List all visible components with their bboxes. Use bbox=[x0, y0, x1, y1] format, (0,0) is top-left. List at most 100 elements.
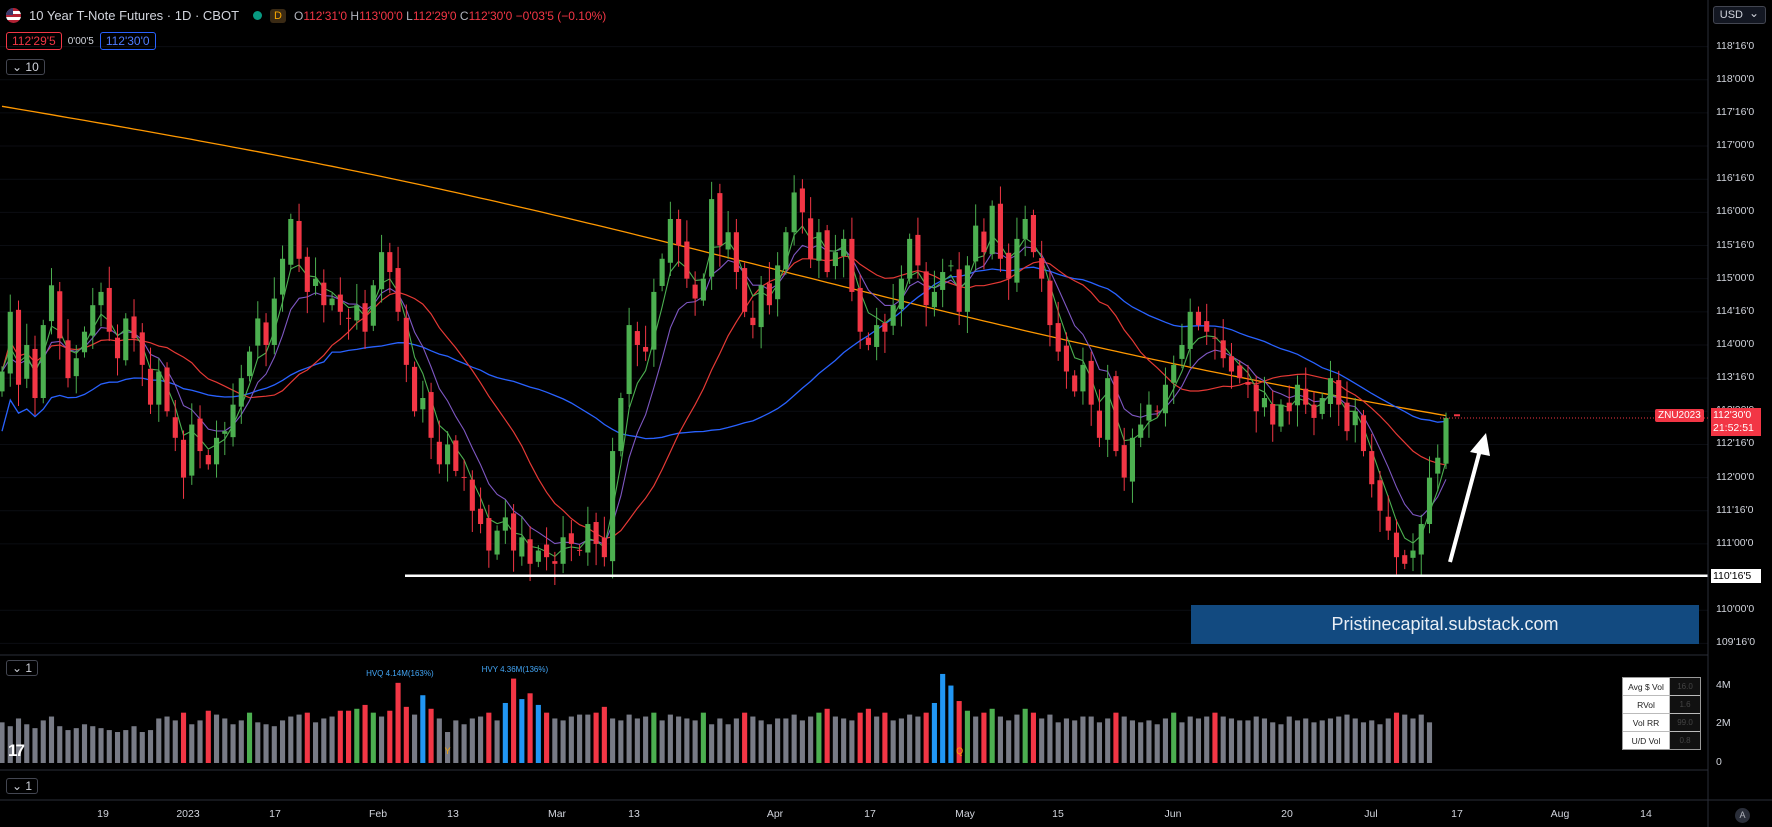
volume-bar bbox=[403, 706, 409, 763]
candle-body bbox=[403, 317, 409, 365]
interval-badge: D bbox=[270, 8, 286, 23]
candle-body bbox=[24, 344, 30, 379]
candle-body bbox=[321, 282, 327, 306]
volume-bar bbox=[758, 720, 764, 763]
price-axis-label: 114'16'0 bbox=[1716, 304, 1755, 317]
volume-bar bbox=[453, 720, 459, 763]
volume-bar bbox=[676, 716, 682, 763]
volume-bar bbox=[915, 716, 921, 763]
volume-bar bbox=[1212, 712, 1218, 763]
buy-button[interactable]: 112'30'0 bbox=[99, 32, 156, 50]
time-axis-label: Aug bbox=[1550, 808, 1570, 820]
candle-body bbox=[222, 431, 228, 434]
price-axis-label: 115'16'0 bbox=[1716, 238, 1755, 251]
volume-bar bbox=[1204, 716, 1210, 763]
ema-10-line bbox=[1, 244, 1447, 546]
volume-bar bbox=[684, 718, 690, 763]
candle-body bbox=[791, 192, 797, 233]
volume-bar bbox=[1402, 714, 1408, 763]
volume-bar bbox=[24, 724, 30, 763]
volume-bar bbox=[40, 720, 46, 763]
volume-bar bbox=[874, 716, 880, 763]
candle-body bbox=[65, 340, 71, 379]
candle-body bbox=[453, 440, 459, 471]
candle-body bbox=[255, 318, 261, 346]
candle-body bbox=[585, 524, 591, 553]
candle-body bbox=[1105, 378, 1111, 440]
volume-bar bbox=[907, 714, 913, 763]
time-axis-label: 20 bbox=[1281, 808, 1293, 820]
trend-arrow-icon bbox=[1448, 433, 1490, 563]
candle-body bbox=[527, 539, 533, 564]
candle-body bbox=[948, 265, 954, 267]
candle-body bbox=[849, 238, 855, 292]
chevron-down-icon: ⌄ bbox=[12, 779, 23, 793]
volume-bar bbox=[0, 722, 5, 763]
candle-body bbox=[164, 367, 170, 412]
volume-bar bbox=[230, 724, 236, 763]
volume-bar bbox=[775, 718, 781, 763]
candle-body bbox=[766, 283, 772, 306]
sma-200-line bbox=[1, 105, 1447, 417]
candle-body bbox=[535, 550, 541, 562]
currency-select[interactable]: USD bbox=[1712, 6, 1766, 24]
candle-body bbox=[824, 230, 830, 273]
volume-bar bbox=[1047, 714, 1053, 763]
volume-bar bbox=[733, 718, 739, 763]
volume-axis-label: 0 bbox=[1716, 756, 1722, 768]
candle-body bbox=[114, 337, 121, 359]
candle-body bbox=[816, 232, 822, 261]
candle-body bbox=[1278, 404, 1284, 427]
symbol-title[interactable]: 10 Year T-Note Futures · 1D · CBOT bbox=[29, 8, 240, 23]
volume-bar bbox=[610, 718, 616, 763]
candle-body bbox=[725, 232, 731, 250]
volume-bar bbox=[1360, 722, 1367, 763]
watermark-banner: Pristinecapital.substack.com bbox=[1191, 605, 1699, 644]
sell-button[interactable]: 112'29'5 bbox=[6, 32, 62, 50]
volume-bar bbox=[742, 712, 748, 763]
volume-bar bbox=[1352, 718, 1358, 763]
candle-body bbox=[742, 268, 748, 312]
candle-body bbox=[1385, 516, 1391, 531]
volume-bar bbox=[783, 718, 789, 763]
volume-bar bbox=[1369, 720, 1375, 763]
volume-bar bbox=[139, 732, 145, 763]
change-value: −0'03'5 (−0.10%) bbox=[515, 8, 607, 23]
current-price-tag: 112'30'0 21:52:51 bbox=[1711, 408, 1761, 436]
indicators-toggle-main[interactable]: ⌄ 10 bbox=[6, 59, 45, 75]
volume-bar bbox=[81, 724, 88, 763]
candle-body bbox=[643, 346, 649, 352]
volume-bar bbox=[1014, 714, 1020, 763]
volume-bar bbox=[65, 730, 71, 763]
candle-body bbox=[189, 424, 195, 476]
volume-bar bbox=[461, 724, 467, 763]
volume-bar bbox=[717, 718, 723, 763]
tradingview-logo-icon[interactable]: 17 bbox=[8, 741, 25, 760]
spread-value: 0'00'5 bbox=[67, 35, 94, 47]
volume-bar bbox=[222, 718, 228, 763]
volume-bar bbox=[519, 699, 525, 763]
candle-body bbox=[1022, 218, 1028, 239]
candle-body bbox=[593, 522, 599, 544]
candle-body bbox=[1228, 356, 1235, 372]
stats-row: Vol RR 99.0 bbox=[1623, 714, 1700, 732]
candlestick-series bbox=[0, 175, 1460, 586]
candle-body bbox=[1014, 238, 1020, 283]
candle-body bbox=[1410, 550, 1416, 558]
candle-body bbox=[329, 298, 335, 306]
current-price: 112'30'0 bbox=[1713, 409, 1752, 421]
candle-body bbox=[1080, 364, 1086, 392]
indicators-toggle-volume[interactable]: ⌄ 1 bbox=[6, 660, 39, 676]
volume-bar bbox=[1055, 722, 1061, 763]
volume-bar bbox=[1080, 716, 1086, 763]
candle-body bbox=[1030, 215, 1036, 253]
volume-bar bbox=[1154, 724, 1160, 763]
indicators-toggle-bottom[interactable]: ⌄ 1 bbox=[6, 778, 39, 794]
auto-scale-button[interactable]: A bbox=[1735, 808, 1750, 823]
volume-bar bbox=[552, 718, 558, 763]
price-axis-label: 116'16'0 bbox=[1716, 172, 1755, 185]
volume-bar bbox=[346, 710, 352, 763]
volume-bar bbox=[1286, 716, 1292, 763]
volume-bar bbox=[1319, 720, 1325, 763]
